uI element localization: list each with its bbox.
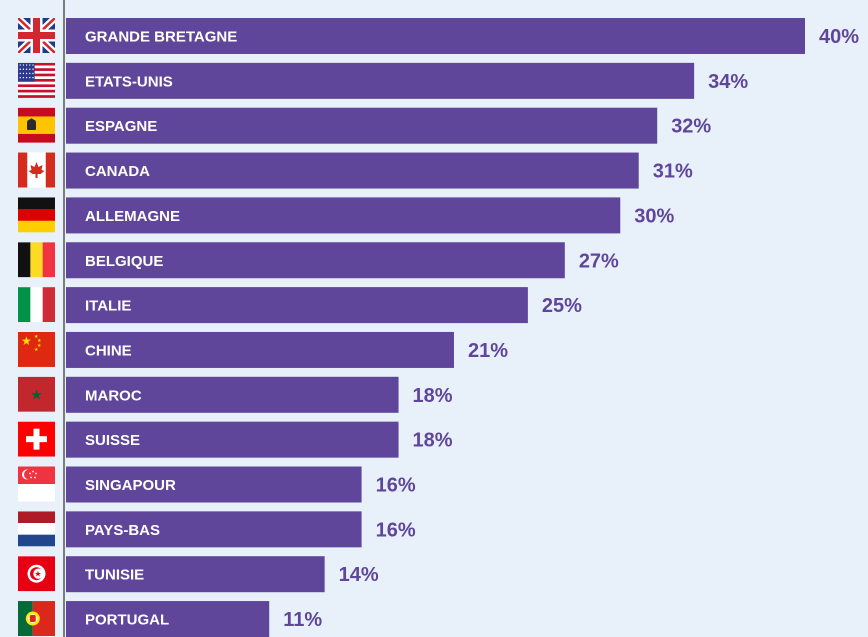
value-label: 27% xyxy=(579,250,619,272)
bar-belgique xyxy=(66,242,565,279)
bar-label: MAROC xyxy=(85,387,142,404)
bar-pays-bas xyxy=(66,511,362,548)
value-label: 11% xyxy=(283,609,322,631)
bar-allemagne xyxy=(66,197,621,234)
bar-singapour xyxy=(66,466,362,503)
belgium-flag-icon xyxy=(18,242,55,278)
bar-chine xyxy=(66,331,454,368)
value-label: 30% xyxy=(634,205,674,227)
flag-column: ★ ★★★★★★ xyxy=(18,18,55,637)
bar-etats-unis xyxy=(66,62,695,99)
value-label: 21% xyxy=(468,340,508,362)
usa-flag-icon xyxy=(18,62,55,98)
spain-flag-icon xyxy=(18,107,55,143)
value-label: 16% xyxy=(376,519,416,541)
bar-label: CANADA xyxy=(85,163,150,180)
value-label: 40% xyxy=(819,26,859,48)
value-label: 32% xyxy=(671,116,711,138)
bar-tunisie xyxy=(66,556,325,593)
bar-grande-bretagne xyxy=(66,18,805,54)
bar-label: GRANDE BRETAGNE xyxy=(85,29,237,46)
svg-text:★: ★ xyxy=(37,343,42,349)
value-label: 25% xyxy=(542,295,582,317)
bar-label: ALLEMAGNE xyxy=(85,208,180,225)
svg-text:★: ★ xyxy=(30,387,43,403)
bar-maroc xyxy=(66,376,399,413)
netherlands-flag-icon xyxy=(18,511,55,547)
bar-label: ETATS-UNIS xyxy=(85,73,173,90)
value-label: 31% xyxy=(653,161,693,183)
bar-suisse xyxy=(66,421,399,458)
tunisia-flag-icon: ★ xyxy=(18,556,55,592)
bar-espagne xyxy=(66,107,658,144)
bar-label: PAYS-BAS xyxy=(85,522,160,539)
bar-italie xyxy=(66,287,528,324)
bar-label: CHINE xyxy=(85,342,132,359)
china-flag-icon: ★ ★★★★ xyxy=(18,331,55,367)
svg-text:★: ★ xyxy=(34,334,39,340)
canada-flag-icon xyxy=(18,152,55,188)
bar-canada xyxy=(66,152,639,189)
bar-portugal xyxy=(66,601,270,637)
svg-text:★: ★ xyxy=(34,347,39,353)
singapore-flag-icon xyxy=(18,466,55,502)
switzerland-flag-icon xyxy=(18,421,55,457)
value-label: 16% xyxy=(376,475,416,497)
svg-text:★: ★ xyxy=(21,334,32,348)
germany-flag-icon xyxy=(18,197,55,233)
svg-text:★: ★ xyxy=(34,570,41,579)
value-label: 34% xyxy=(708,71,748,93)
italy-flag-icon xyxy=(18,287,55,323)
bar-label: ESPAGNE xyxy=(85,118,157,135)
value-label: 18% xyxy=(413,385,453,407)
portugal-flag-icon xyxy=(18,601,55,637)
bar-label: ITALIE xyxy=(85,298,131,315)
bars-group: GRANDE BRETAGNE 40% ETATS-UNIS 34% ESPAGNE 32… xyxy=(66,18,859,637)
uk-flag-icon xyxy=(18,18,55,53)
svg-text:★: ★ xyxy=(37,338,42,344)
value-label: 18% xyxy=(413,430,453,452)
bar-label: PORTUGAL xyxy=(85,612,169,629)
bar-label: SINGAPOUR xyxy=(85,477,176,494)
bar-label: TUNISIE xyxy=(85,567,144,584)
bar-label: SUISSE xyxy=(85,432,140,449)
bar-label: BELGIQUE xyxy=(85,253,163,270)
morocco-flag-icon: ★ xyxy=(18,376,55,412)
value-label: 14% xyxy=(339,564,379,586)
